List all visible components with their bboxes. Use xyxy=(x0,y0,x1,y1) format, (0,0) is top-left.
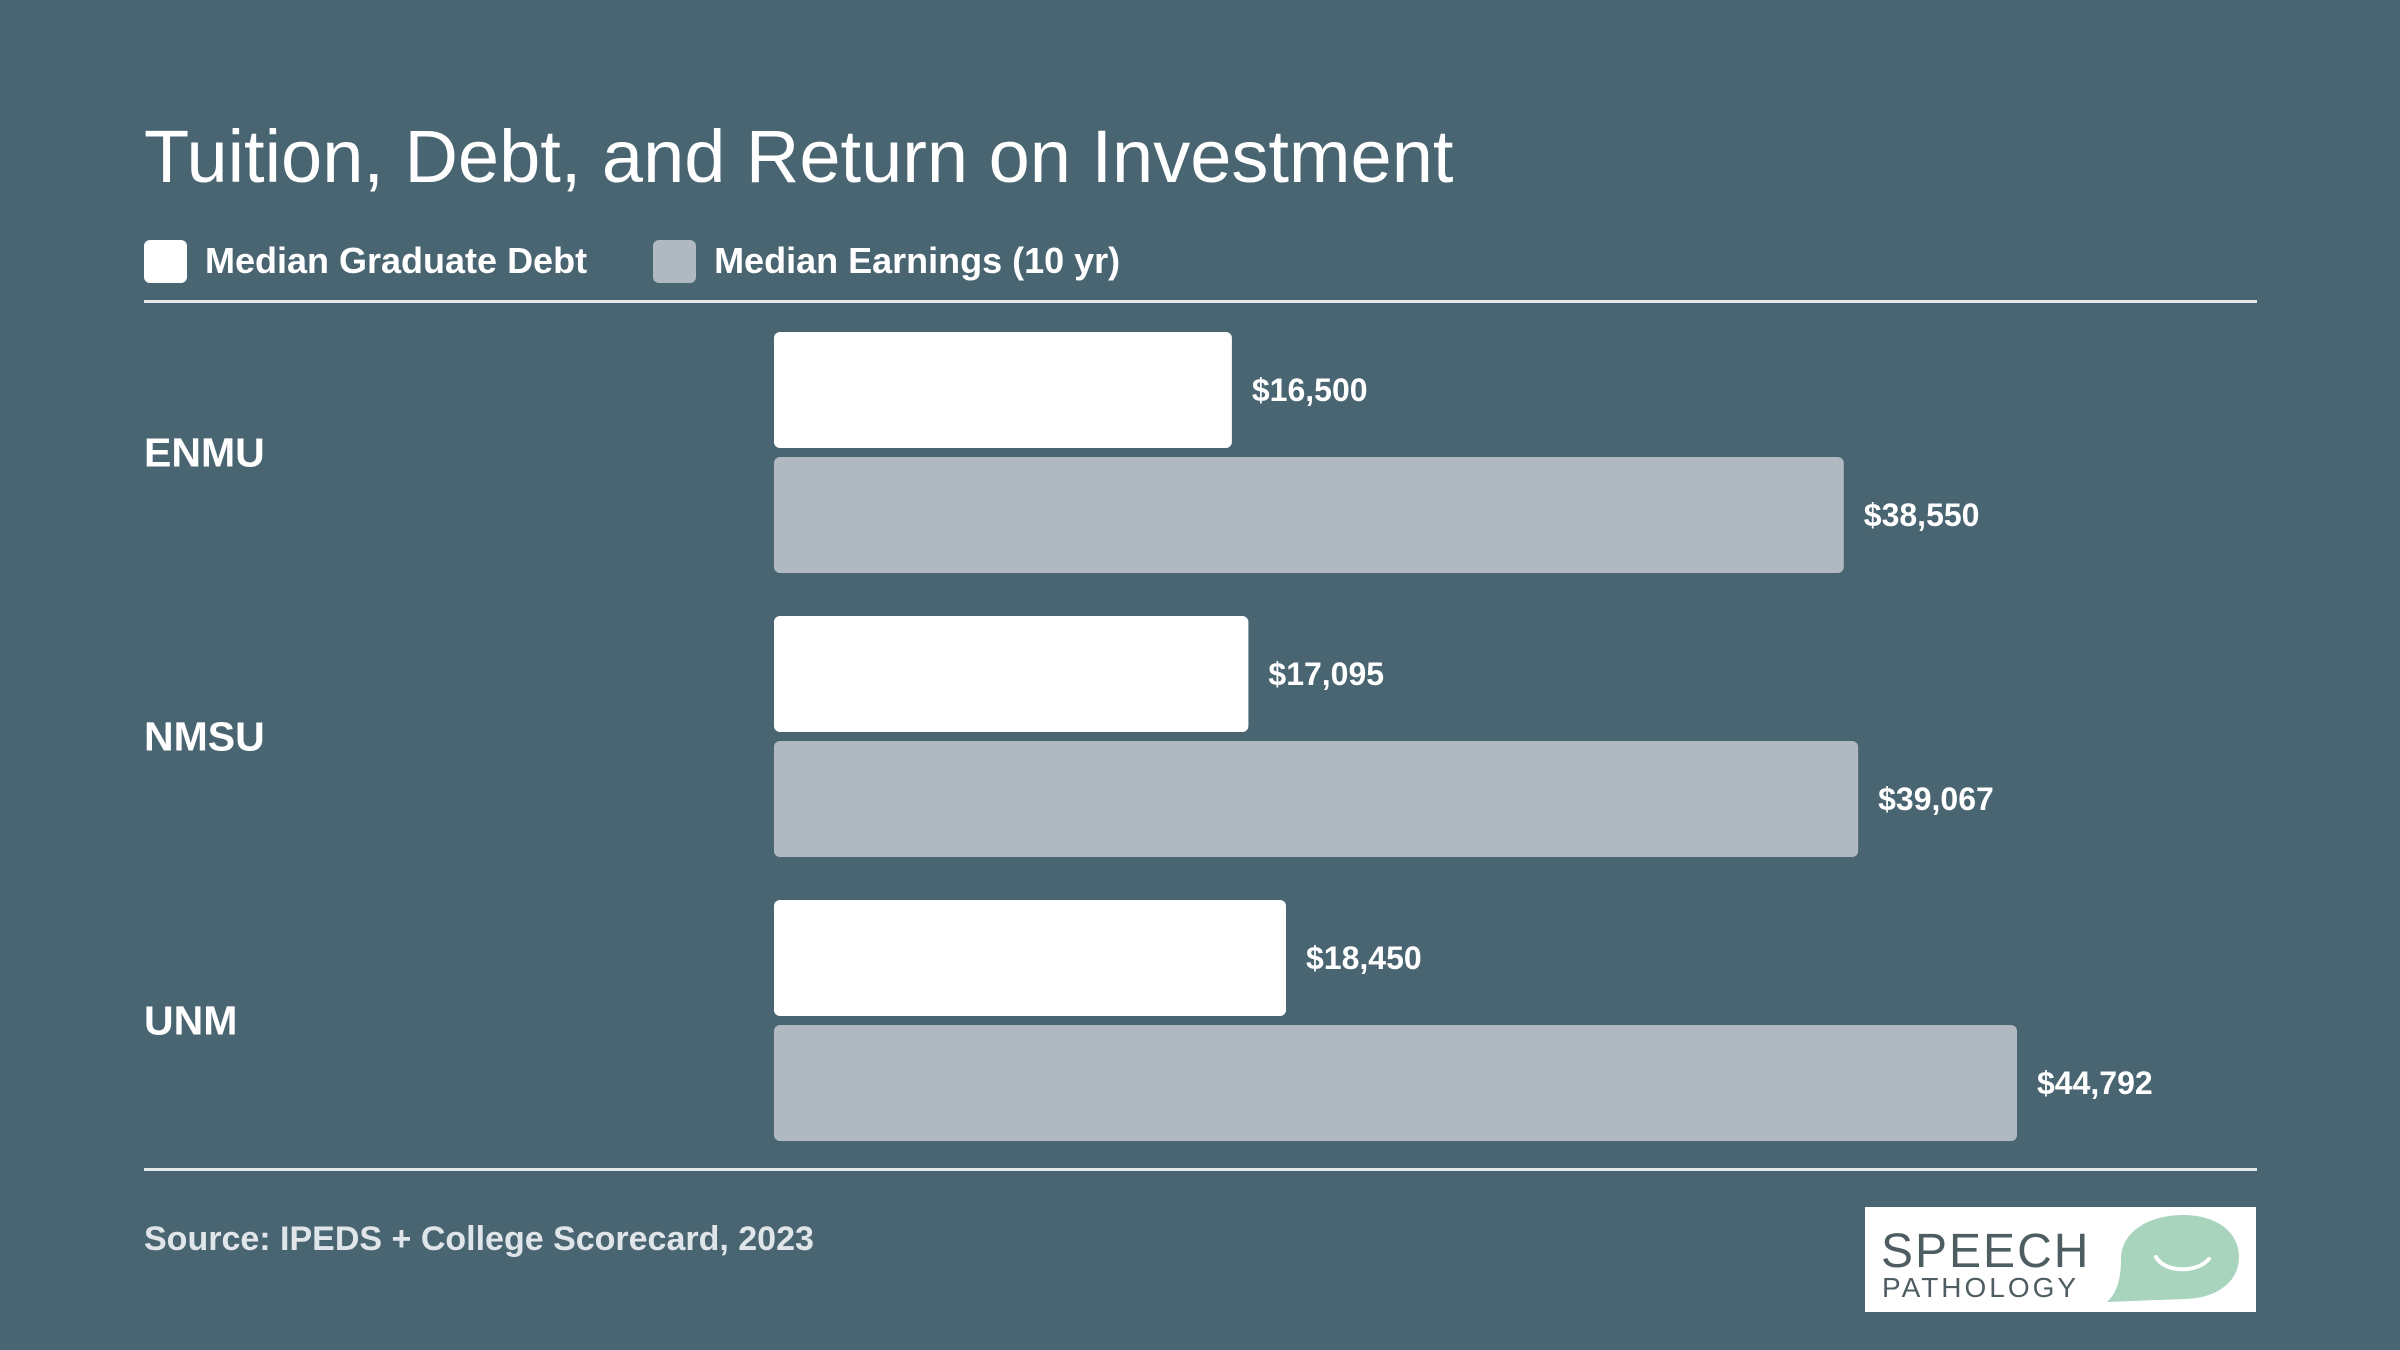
logo-graphic: SPEECH PATHOLOGY xyxy=(1881,1215,2239,1303)
bottom-divider xyxy=(144,1168,2257,1171)
smile-icon xyxy=(2154,1255,2211,1272)
category-label-enmu: ENMU xyxy=(144,430,265,476)
chart-title: Tuition, Debt, and Return on Investment xyxy=(144,115,1454,198)
legend-item-debt: Median Graduate Debt xyxy=(144,239,588,283)
top-divider xyxy=(144,300,2257,303)
bar-earnings-enmu xyxy=(774,457,1844,573)
value-label-debt-unm: $18,450 xyxy=(1306,940,1422,976)
bar-debt-unm xyxy=(774,900,1286,1016)
value-label-earnings-nmsu: $39,067 xyxy=(1878,781,1994,817)
legend-item-earnings: Median Earnings (10 yr) xyxy=(653,239,1121,283)
value-label-debt-enmu: $16,500 xyxy=(1252,372,1368,408)
legend-swatch-earnings xyxy=(653,239,697,283)
value-label-debt-nmsu: $17,095 xyxy=(1268,656,1384,692)
legend-swatch-debt xyxy=(144,239,187,283)
speech-bubble-icon xyxy=(2107,1215,2239,1302)
logo-text-speech: SPEECH xyxy=(1881,1225,2090,1278)
speech-pathology-logo: SPEECH PATHOLOGY xyxy=(1865,1207,2256,1312)
source-note: Source: IPEDS + College Scorecard, 2023 xyxy=(144,1220,814,1258)
bar-earnings-unm xyxy=(774,1025,2017,1141)
bar-debt-nmsu xyxy=(774,616,1249,732)
legend-label-debt: Median Graduate Debt xyxy=(205,240,588,281)
value-label-earnings-unm: $44,792 xyxy=(2037,1065,2153,1101)
bar-earnings-nmsu xyxy=(774,741,1859,857)
logo-text-pathology: PATHOLOGY xyxy=(1882,1272,2079,1303)
bar-debt-enmu xyxy=(774,332,1232,448)
legend: Median Graduate Debt Median Earnings (10… xyxy=(144,236,1186,286)
category-label-nmsu: NMSU xyxy=(144,714,265,760)
category-label-unm: UNM xyxy=(144,998,237,1044)
legend-label-earnings: Median Earnings (10 yr) xyxy=(714,240,1121,281)
value-label-earnings-enmu: $38,550 xyxy=(1864,497,1980,533)
